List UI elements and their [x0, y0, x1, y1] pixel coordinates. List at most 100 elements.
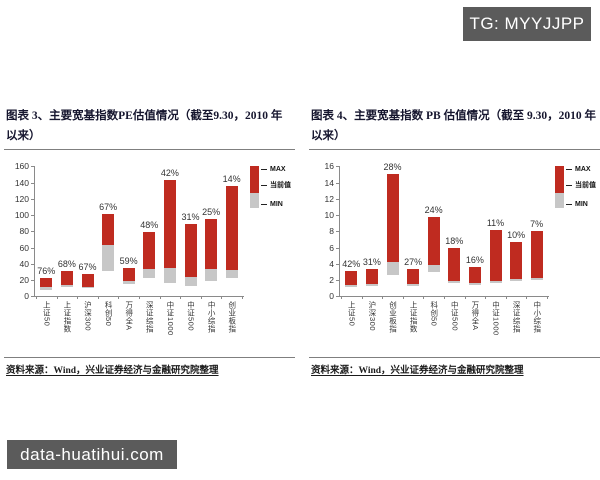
x-axis-tick: [341, 296, 342, 300]
range-bar: [102, 214, 115, 272]
x-axis-category-label: 深证综指: [145, 301, 155, 334]
figure-title-pb: 图表 4、主要宽基指数 PB 估值情况（截至 9.30，2010 年以来）: [311, 110, 596, 143]
x-axis-tick: [382, 296, 384, 300]
legend-sample-min-segment: [250, 193, 259, 209]
bar-percent-label: 67%: [78, 261, 97, 272]
bar-percent-label: 7%: [530, 219, 544, 230]
x-axis-category-label: 中证1000: [165, 301, 175, 336]
min-to-current-segment: [407, 284, 420, 286]
x-axis-tick: [159, 296, 161, 300]
min-to-current-segment: [510, 279, 523, 281]
min-to-current-segment: [184, 276, 197, 286]
legend-tick: [261, 169, 267, 171]
x-axis-tick: [118, 296, 120, 300]
min-to-current-segment: [365, 284, 378, 286]
x-axis-category-label: 中小综指: [207, 301, 217, 334]
legend-label: MAX: [575, 166, 591, 174]
y-axis-tick: [31, 231, 34, 233]
bar-percent-label: 25%: [202, 207, 221, 218]
min-to-current-segment: [386, 262, 399, 276]
x-axis-category-label: 沪深300: [83, 301, 93, 332]
legend-tick: [261, 204, 267, 206]
x-axis-category-label: 创业板指: [388, 301, 398, 334]
legend-sample-min-segment: [555, 193, 564, 209]
pe-range-chart: 0 20 40 60 80 100 120 140 160 76% 上证50 68% 上证指数 67% 沪深…: [4, 154, 295, 354]
bar-percent-label: 68%: [57, 259, 76, 270]
legend-tick: [261, 185, 267, 187]
x-axis-tick: [485, 296, 487, 300]
y-axis-tick-label: 80: [19, 226, 29, 237]
bar-percent-label: 28%: [383, 162, 402, 173]
y-axis-tick: [31, 182, 34, 184]
y-axis-tick-label: 60: [19, 242, 29, 253]
y-axis-line: [339, 166, 340, 298]
range-bar: [427, 217, 440, 272]
bar-percent-label: 27%: [404, 256, 423, 267]
y-axis-tick-label: 6: [329, 242, 334, 253]
x-axis-tick: [361, 296, 363, 300]
figures-row: 图表 3、主要宽基指数PE估值情况（截至9.30，2010 年以来） 0 20 40…: [4, 106, 600, 376]
x-axis-tick: [547, 296, 548, 300]
y-axis-tick-label: 0: [329, 291, 334, 302]
y-axis-tick-label: 8: [329, 226, 334, 237]
y-axis-tick: [336, 263, 339, 265]
x-axis-category-label: 沪深300: [367, 301, 377, 332]
range-bar: [448, 248, 461, 284]
range-bar: [81, 273, 94, 289]
min-to-current-segment: [40, 287, 53, 290]
range-bar: [163, 180, 176, 284]
range-bar: [205, 219, 218, 281]
range-bar: [468, 267, 481, 285]
y-axis-tick: [31, 247, 34, 249]
x-axis-tick: [505, 296, 507, 300]
figure-title-pe: 图表 3、主要宽基指数PE估值情况（截至9.30，2010 年以来）: [6, 110, 283, 143]
x-axis-category-label: 上证50: [347, 301, 357, 327]
legend-label: MAX: [270, 166, 286, 174]
x-axis-tick: [402, 296, 404, 300]
site-watermark-badge: data-huatihui.com: [7, 440, 177, 469]
min-to-current-segment: [122, 280, 135, 285]
legend-label: 当前值: [575, 182, 596, 190]
source-divider: [309, 357, 600, 359]
bar-percent-label: 48%: [140, 220, 159, 231]
x-axis-tick: [36, 296, 37, 300]
y-axis-tick: [31, 215, 34, 216]
x-axis-tick: [444, 296, 445, 300]
y-axis-tick-label: 4: [329, 258, 334, 269]
x-axis-tick: [423, 296, 425, 300]
figure-source-pb: 资料来源：Wind，兴业证券经济与金融研究院整理: [311, 366, 524, 377]
y-axis-tick-label: 2: [329, 275, 334, 285]
title-divider: [309, 149, 600, 151]
range-bar: [345, 271, 358, 287]
x-axis-category-label: 万得全A: [470, 301, 480, 331]
bar-percent-label: 31%: [362, 256, 381, 267]
bar-percent-label: 42%: [342, 259, 361, 270]
min-to-current-segment: [427, 264, 440, 272]
y-axis-tick: [336, 182, 339, 184]
legend-tick: [566, 185, 572, 187]
x-axis-tick: [77, 296, 79, 300]
x-axis-category-label: 中小综指: [532, 301, 542, 334]
range-bar: [489, 230, 502, 284]
bar-percent-label: 76%: [37, 265, 56, 276]
bar-percent-label: 31%: [181, 211, 200, 222]
y-axis-tick-label: 40: [19, 258, 29, 269]
legend-sample-bar: [555, 166, 564, 209]
min-to-current-segment: [60, 284, 73, 287]
x-axis-category-label: 上证50: [42, 301, 52, 327]
min-to-current-segment: [163, 267, 176, 284]
range-bar: [365, 268, 378, 286]
x-axis-category-label: 深证综指: [512, 301, 522, 334]
y-axis-tick-label: 160: [14, 161, 29, 172]
min-to-current-segment: [102, 245, 115, 272]
bar-percent-label: 16%: [465, 255, 484, 265]
legend-label: 当前值: [270, 182, 291, 190]
chart-legend: MAX 当前值 MIN: [250, 166, 295, 210]
bar-percent-label: 18%: [445, 236, 464, 247]
min-to-current-segment: [143, 269, 156, 279]
min-to-current-segment: [225, 270, 238, 279]
y-axis-tick: [31, 198, 34, 200]
chart-legend: MAX 当前值 MIN: [555, 166, 600, 210]
range-bar: [60, 271, 73, 287]
